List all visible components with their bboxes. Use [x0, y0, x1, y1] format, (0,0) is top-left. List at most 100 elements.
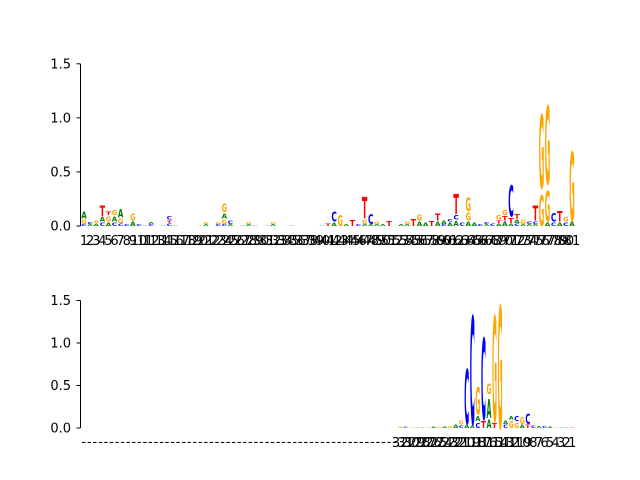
logo-letter-pos-47: G	[362, 219, 367, 226]
logo-letter-c: C	[490, 224, 496, 228]
empty-position-label: -	[292, 435, 297, 450]
logo-letter-a: A	[466, 221, 473, 228]
logo-letter-pos-11: A	[142, 225, 148, 226]
logo-letter-pos-81: A	[569, 221, 576, 228]
logo-letter-c: C	[478, 224, 483, 227]
logo-letter-a: A	[548, 426, 553, 428]
position-label: 26	[228, 234, 245, 249]
logo-letter-g: G	[337, 212, 342, 230]
position-label: 29	[409, 436, 426, 451]
position-label: 13	[149, 234, 166, 249]
logo-letter-pos-48: C	[368, 212, 374, 228]
logo-letter-c: C	[559, 427, 565, 428]
logo-letter-c: C	[148, 224, 153, 227]
logo-letter-g: G	[486, 381, 491, 398]
logo-letter-pos-9: G	[130, 211, 136, 223]
position-label: 60	[436, 234, 453, 249]
empty-position-label: -	[287, 435, 292, 450]
position-label: 18	[179, 234, 196, 249]
logo-letter-g: G	[509, 420, 514, 431]
logo-letter-pos-72: A	[514, 219, 520, 224]
position-label: 17	[173, 234, 190, 249]
logo-letter-a: A	[442, 426, 447, 428]
empty-position-label: -	[126, 435, 131, 450]
logo-letter-pos-26: A	[431, 426, 436, 428]
logo-letter-pos-9: A	[130, 221, 137, 228]
y-tick-label: 1.5	[50, 57, 71, 72]
logo-letter-pos-28: T	[420, 427, 426, 428]
y-tick-label: 1.0	[50, 111, 71, 126]
logo-letter-pos-21: A	[203, 224, 210, 227]
logo-letter-pos-24: G	[222, 219, 227, 226]
logo-letter-g: G	[246, 222, 251, 225]
logo-letter-pos-10: A	[520, 425, 526, 430]
logo-letter-c: C	[215, 224, 220, 227]
logo-letter-a: A	[509, 416, 515, 421]
position-label: 44	[338, 234, 355, 249]
position-label: 45	[344, 234, 361, 249]
position-label: 32	[265, 234, 282, 249]
empty-position-label: -	[337, 435, 342, 450]
logo-letter-a: A	[472, 222, 478, 227]
empty-position-label: -	[309, 435, 314, 450]
position-label: 53	[393, 234, 410, 249]
position-label: 25	[222, 234, 239, 249]
logo-letter-pos-6: C	[112, 222, 118, 227]
logo-letter-a: A	[536, 426, 541, 429]
logo-letter-pos-18: G	[475, 381, 480, 424]
position-label: 22	[204, 234, 221, 249]
logo-letter-pos-74: A	[527, 224, 534, 227]
logo-letter-pos-15: C	[167, 224, 173, 228]
logo-letter-pos-6: A	[112, 215, 118, 224]
position-label: 20	[458, 436, 475, 451]
position-label: 18	[470, 436, 487, 451]
logo-letter-pos-32: G	[398, 426, 403, 429]
logo-letter-t: T	[362, 193, 368, 227]
position-label: 39	[308, 234, 325, 249]
logo-letter-g: G	[514, 421, 519, 430]
logo-letter-c: C	[441, 224, 446, 227]
position-label: 68	[484, 234, 501, 249]
logo-letter-pos-20: G	[197, 225, 203, 226]
logo-letter-pos-59: T	[435, 213, 440, 224]
logo-letter-pos-73: A	[520, 224, 527, 227]
logo-letter-a: A	[148, 222, 155, 225]
logo-letter-g: G	[448, 426, 453, 430]
logo-letter-pos-71: C	[508, 179, 513, 228]
logo-letter-pos-42: A	[331, 222, 337, 227]
position-label: 2	[563, 436, 571, 451]
position-label: 22	[447, 436, 464, 451]
empty-position-label: -	[248, 435, 253, 450]
logo-letter-pos-23: C	[215, 224, 220, 227]
logo-letter-g: G	[362, 219, 367, 226]
logo-letter-g: G	[496, 215, 501, 222]
empty-position-label: -	[115, 435, 120, 450]
logo-letter-pos-27: G	[425, 427, 431, 428]
logo-letter-pos-32: A	[270, 224, 277, 227]
logo-letter-g: G	[520, 415, 525, 426]
logo-letter-pos-29: C	[252, 225, 258, 226]
position-label: 27	[234, 234, 251, 249]
position-label: 34	[277, 234, 294, 249]
logo-letter-pos-28: G	[246, 222, 251, 225]
empty-position-label: -	[326, 435, 331, 450]
logo-letter-pos-15: C	[167, 216, 173, 221]
logo-letter-g: G	[466, 195, 471, 216]
logo-letter-pos-64: G	[466, 195, 471, 216]
position-label: 62	[448, 234, 465, 249]
empty-position-label: -	[253, 435, 258, 450]
logo-letter-pos-21: G	[203, 222, 208, 225]
logo-letter-pos-54: G	[405, 221, 411, 225]
logo-letter-pos-24: A	[442, 426, 447, 428]
position-label: 77	[539, 234, 556, 249]
logo-letter-pos-1: C	[81, 224, 86, 227]
logo-letter-pos-8: C	[124, 224, 129, 227]
logo-letter-t: T	[411, 218, 416, 229]
logo-letter-a: A	[118, 208, 124, 221]
position-label: 5	[104, 234, 112, 249]
logo-letter-c: C	[167, 216, 173, 221]
logo-letter-a: A	[545, 222, 551, 227]
logo-letter-c: C	[87, 222, 92, 225]
